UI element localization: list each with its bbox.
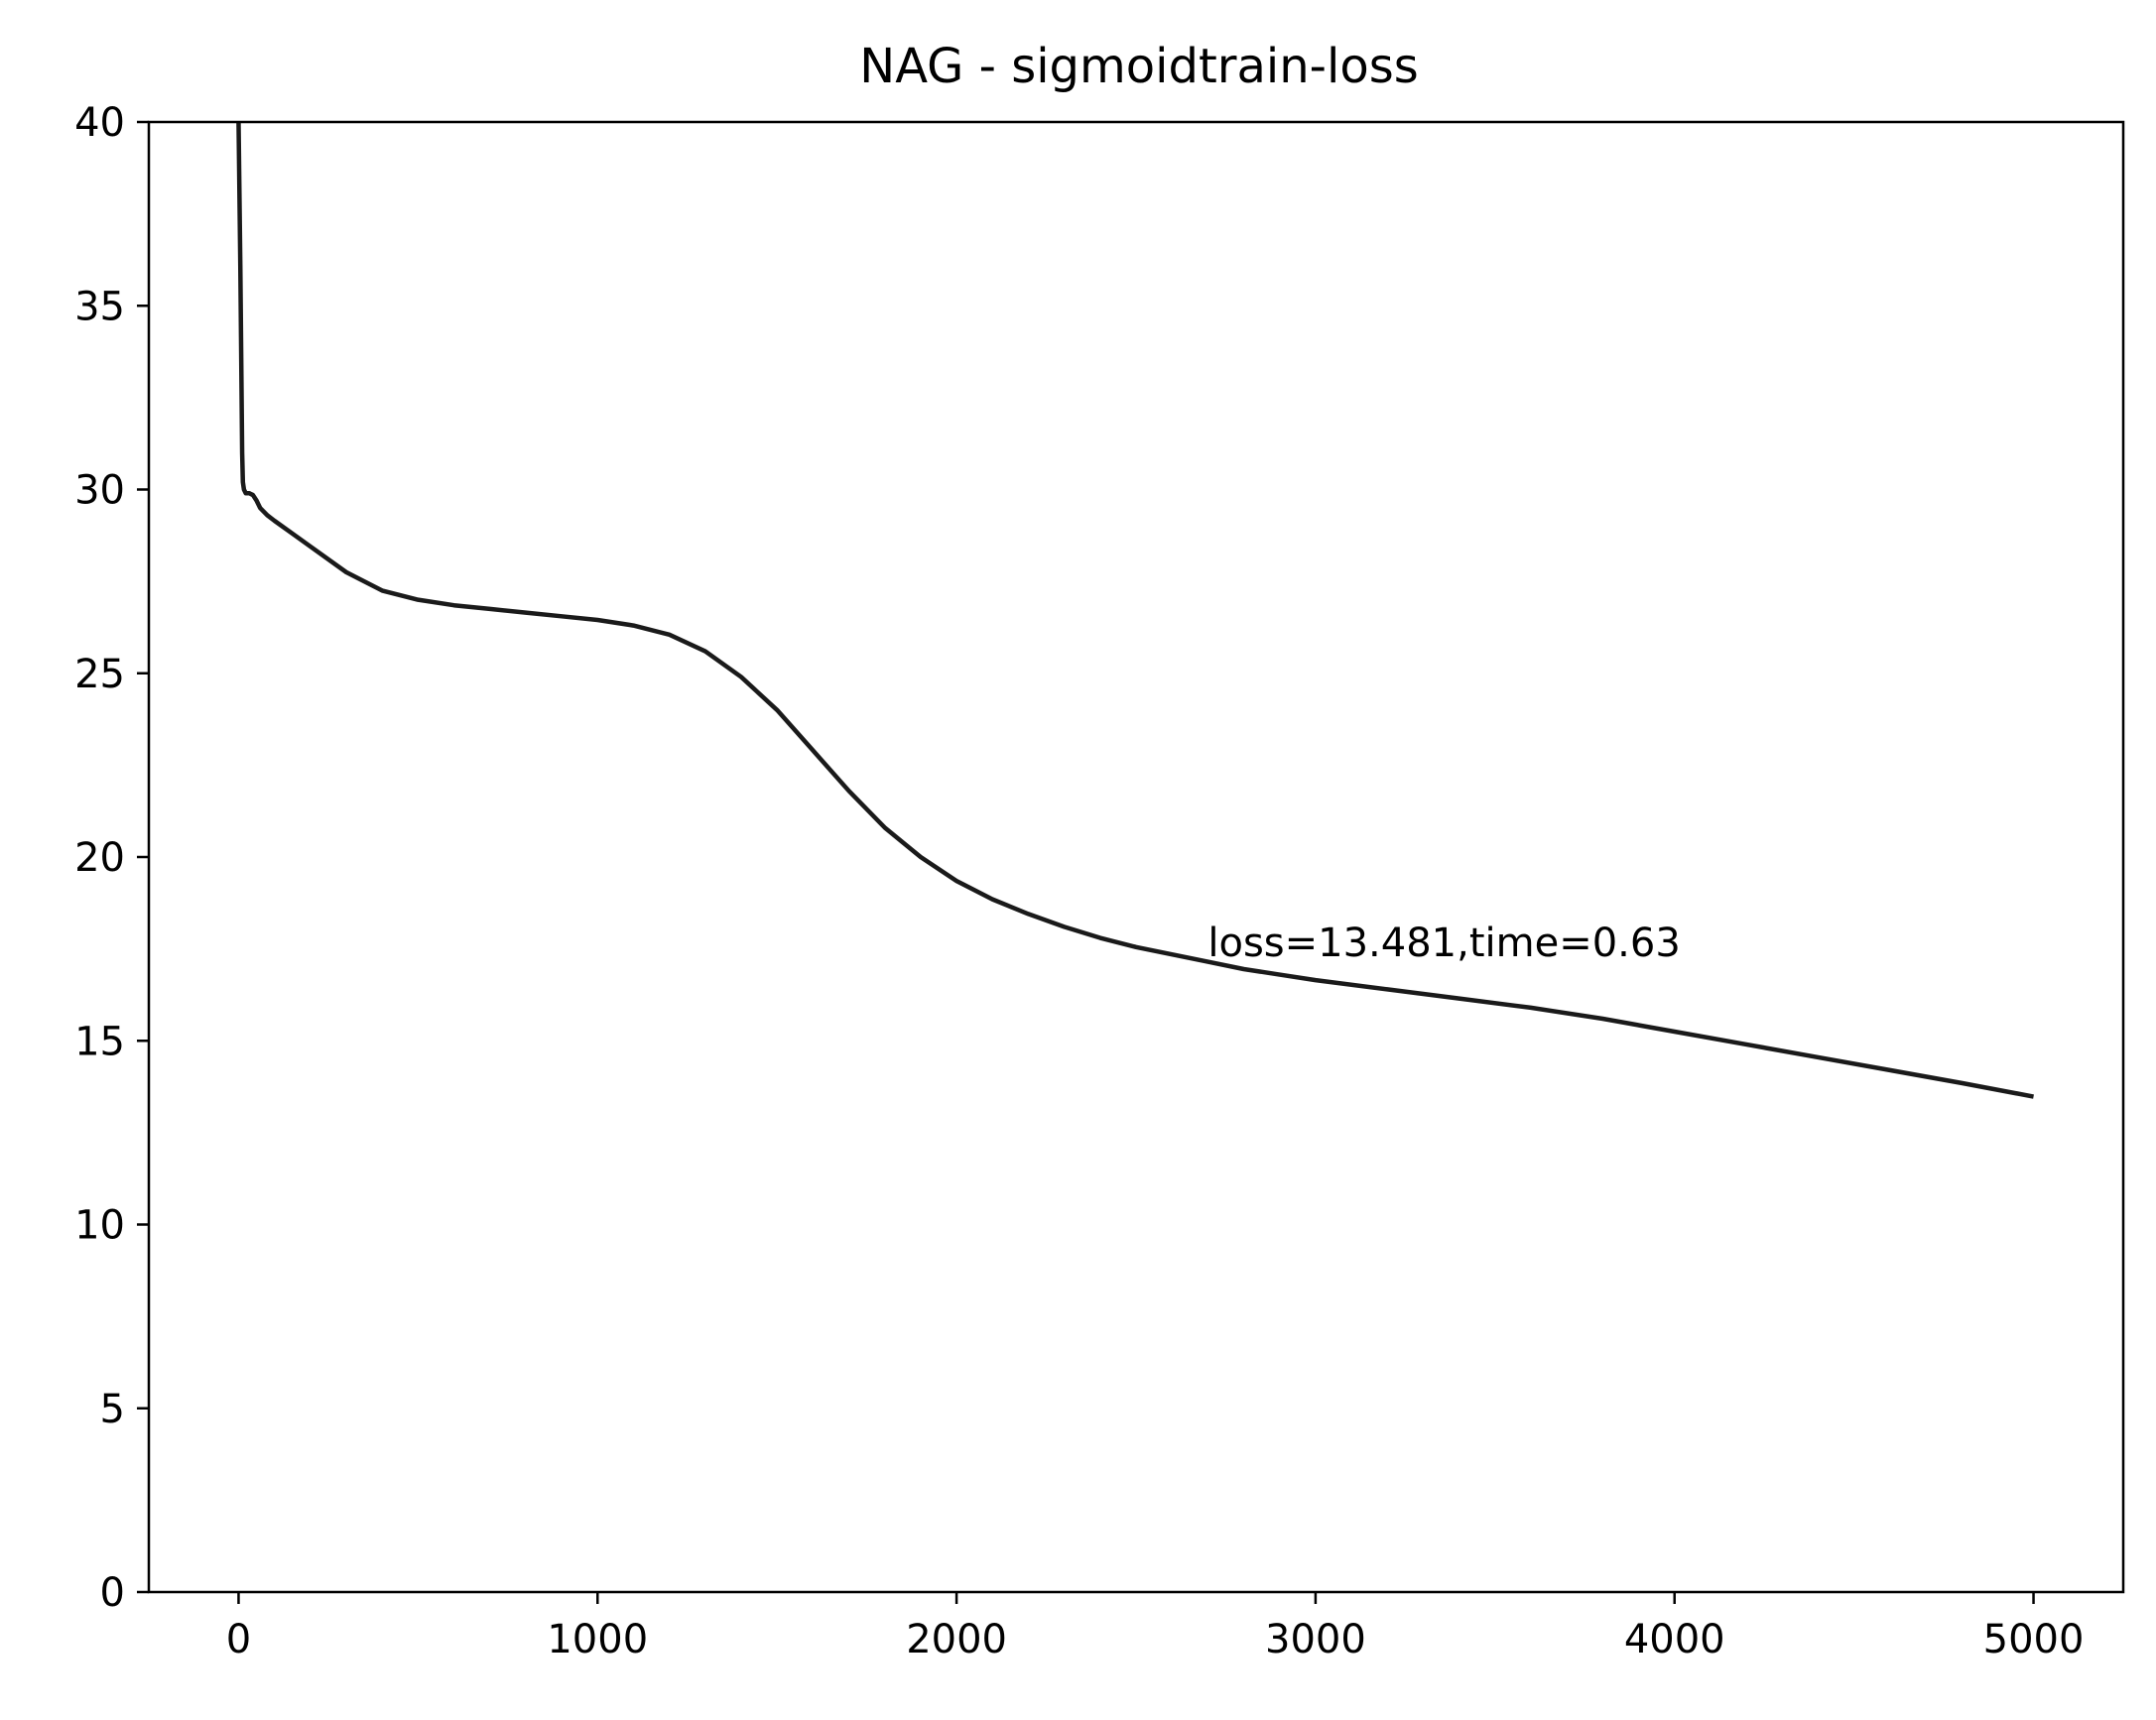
- y-tick-label: 35: [74, 284, 125, 329]
- x-tick-label: 3000: [1265, 1617, 1366, 1662]
- y-tick-label: 10: [74, 1203, 125, 1249]
- x-tick-label: 1000: [547, 1617, 648, 1662]
- x-tick-label: 4000: [1624, 1617, 1725, 1662]
- y-tick-label: 40: [74, 100, 125, 146]
- x-axis: 0 1000 2000 3000 4000 5000: [226, 1592, 2085, 1662]
- series-line-0: [236, 122, 2034, 1099]
- y-tick-label: 5: [100, 1387, 125, 1432]
- y-tick-label: 25: [74, 652, 125, 697]
- plot-area: [236, 122, 2034, 1099]
- annotations: loss=13.481,time=0.63: [1207, 921, 1680, 966]
- y-tick-label: 15: [74, 1019, 125, 1064]
- axes-frame: [147, 120, 2125, 1594]
- chart-title: NAG - sigmoidtrain-loss: [859, 39, 1418, 94]
- x-tick-label: 5000: [1983, 1617, 2085, 1662]
- y-tick-label: 0: [100, 1570, 125, 1616]
- y-tick-label: 30: [74, 468, 125, 514]
- x-tick-label: 0: [226, 1617, 251, 1662]
- x-tick-label: 2000: [906, 1617, 1007, 1662]
- y-tick-label: 20: [74, 835, 125, 881]
- y-axis: 0 5 10 15 20 25 30 35 40: [74, 100, 149, 1616]
- annotation-text: loss=13.481,time=0.63: [1207, 921, 1680, 966]
